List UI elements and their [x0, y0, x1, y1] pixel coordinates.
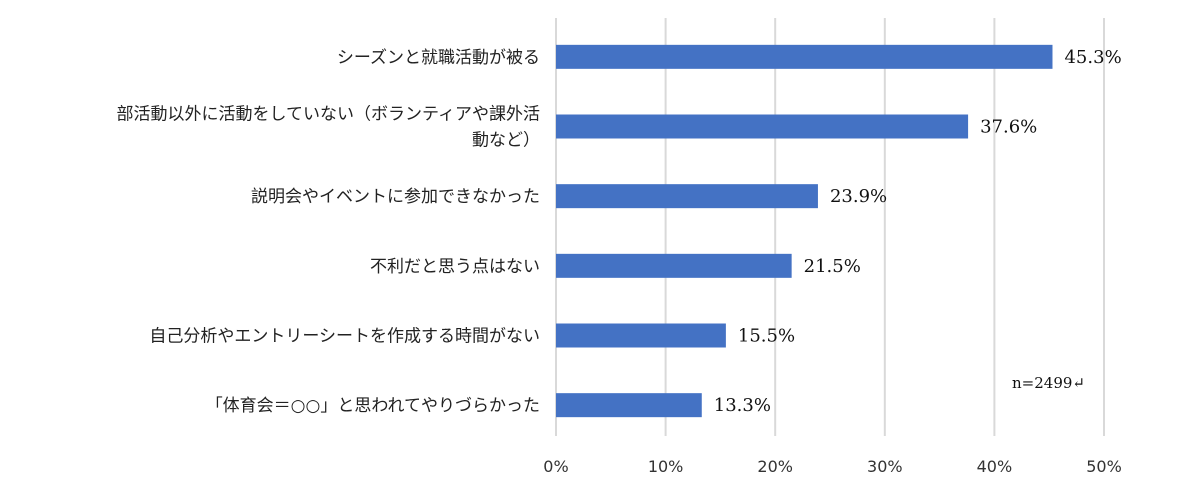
bar — [556, 393, 702, 418]
bar — [556, 323, 726, 348]
category-label: 「体育会＝○○」と思われてやりづらかった — [206, 396, 540, 416]
x-axis-ticks: 0% 10% 20% 30% 40% 50% — [543, 457, 1121, 476]
bar — [556, 114, 969, 139]
bars — [556, 44, 1053, 418]
value-label: 45.3% — [1064, 47, 1121, 68]
bar — [556, 44, 1053, 69]
category-label: 自己分析やエントリーシートを作成する時間がない — [149, 327, 540, 347]
category-labels: シーズンと就職活動が被る部活動以外に活動をしていない（ボランティアや課外活動など… — [117, 48, 540, 416]
value-label: 23.9% — [830, 186, 887, 207]
category-label: 部活動以外に活動をしていない（ボランティアや課外活動など） — [117, 105, 540, 151]
x-tick-label: 30% — [867, 457, 903, 476]
value-labels: 45.3% 37.6% 23.9% 21.5% 15.5% 13.3% — [714, 47, 1122, 416]
x-tick-label: 20% — [757, 457, 793, 476]
category-label: 不利だと思う点はない — [370, 257, 540, 277]
gridlines — [555, 18, 1105, 436]
x-tick-label: 40% — [977, 457, 1013, 476]
bar — [556, 184, 818, 209]
category-label: 説明会やイベントに参加できなかった — [251, 187, 540, 207]
category-label: シーズンと就職活動が被る — [337, 48, 540, 68]
bar — [556, 253, 792, 278]
value-label: 21.5% — [804, 256, 861, 277]
x-tick-label: 10% — [648, 457, 684, 476]
x-tick-label: 0% — [543, 457, 568, 476]
value-label: 13.3% — [714, 395, 771, 416]
sample-size-note: n=2499↵ — [1012, 374, 1085, 392]
value-label: 15.5% — [738, 326, 795, 347]
x-tick-label: 50% — [1086, 457, 1122, 476]
value-label: 37.6% — [980, 117, 1037, 138]
